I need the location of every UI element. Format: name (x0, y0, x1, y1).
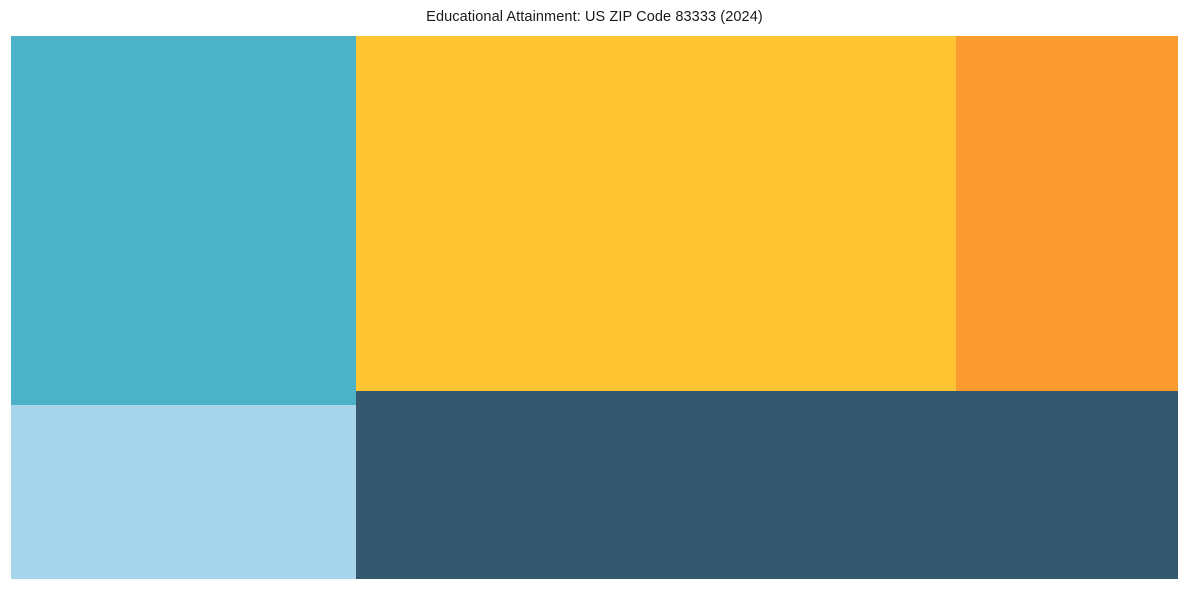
treemap-tile-label: High school graduate (362, 395, 475, 409)
treemap-tile-graduate-or-professional-degree[interactable]: Graduate or professional degree (956, 36, 1178, 391)
treemap-tile-label: Some college, no degree (17, 40, 150, 54)
treemap-plot-area: Some college, no degree Bachelor's degre… (11, 36, 1178, 579)
page-title: Educational Attainment: US ZIP Code 8333… (426, 9, 763, 25)
treemap-tile-label: Graduate or professional degree (962, 40, 1135, 54)
treemap-tile-label: Bachelor's degree (362, 40, 458, 54)
treemap-tile-associate-degree[interactable]: Associate degree (11, 405, 356, 579)
treemap-tile-some-college-no-degree[interactable]: Some college, no degree (11, 36, 356, 405)
treemap-tile-bachelors-degree[interactable]: Bachelor's degree (356, 36, 956, 391)
treemap-tile-high-school-graduate[interactable]: High school graduate (356, 391, 1178, 579)
treemap-tile-label: Associate degree (17, 409, 110, 423)
